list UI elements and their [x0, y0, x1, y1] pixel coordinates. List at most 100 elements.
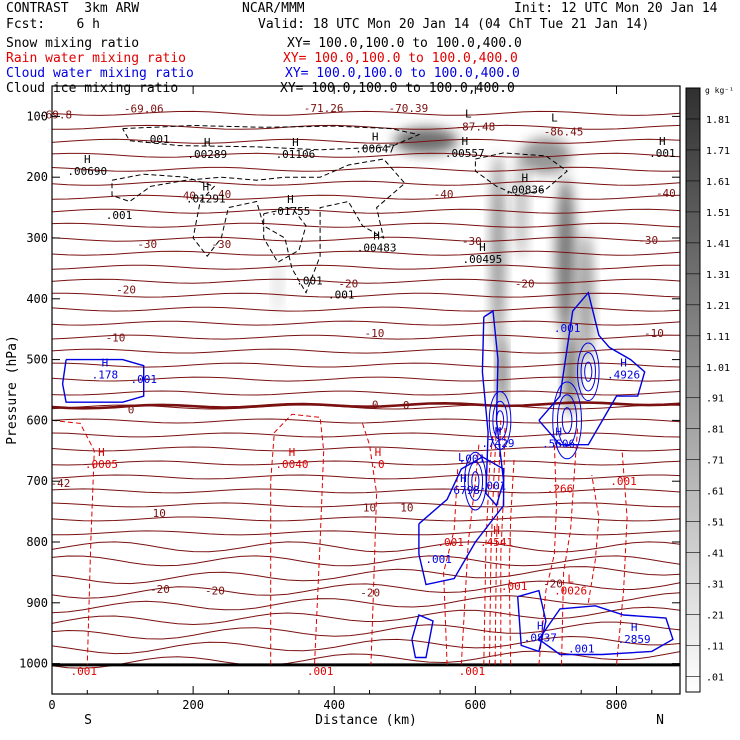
colorbar: 1.81 1.71 1.61 1.51 1.41 1.31 1.21 1.11 1.01 .91.… [685, 86, 734, 693]
cloud-water-extremum-value: .6798 [447, 484, 480, 497]
cloud-water-contour [481, 309, 505, 507]
rain-contour [362, 423, 378, 665]
temperature-label: -10 [644, 327, 664, 340]
temperature-contour [52, 180, 680, 186]
cloud-water-core-contour [561, 407, 573, 434]
temperature-contour [52, 264, 680, 270]
snow-extremum-marker: H [203, 180, 210, 193]
temperature-contour [52, 541, 680, 553]
temperature-contour [52, 278, 680, 284]
rain-extremum-marker: H [98, 446, 105, 459]
snow-shade-plume [579, 231, 594, 366]
colorbar-label: .61 [706, 487, 724, 498]
temperature-contour [52, 250, 680, 256]
temperature-label: 0 [372, 399, 379, 412]
cloud-water-core-contour [580, 352, 596, 392]
temperature-contour [52, 555, 680, 567]
temperature-label: -87.48 [455, 121, 495, 134]
rain-contour [52, 419, 95, 665]
rain-contour-label: .001 [307, 665, 334, 678]
colorbar-gradient [685, 87, 701, 693]
temperature-label: -20 [543, 577, 563, 590]
temperature-label: -40 [176, 189, 196, 202]
colorbar-label: .81 [706, 425, 724, 436]
temperature-label: -30 [211, 238, 231, 251]
x-tick-label: 400 [323, 698, 345, 712]
cloud-water-core-contour [467, 461, 484, 501]
rain-contour-label: .001 [459, 665, 486, 678]
snow-contour [474, 152, 568, 196]
snow-extremum-value: .00289 [187, 148, 227, 161]
cloud-water-core-contour [576, 342, 600, 402]
snow-contour-label: .001 [106, 209, 133, 222]
cloud-water-extremum-marker: H [495, 425, 502, 438]
temperature-label: -40 [434, 188, 454, 201]
snow-extremum-marker: L [551, 112, 558, 125]
rain-contour-label: .266 [547, 482, 574, 495]
snow-shading [273, 127, 594, 415]
snow-shade-plume [394, 127, 458, 155]
plot-frame [51, 85, 681, 695]
cloud-water-contour-label: .001 [130, 373, 157, 386]
rain-extremum-value: .0005 [85, 458, 118, 471]
field-cloudwater-xy: XY= 100.0,100.0 to 100.0,400.0 [285, 66, 520, 81]
cloud-water-core-contour [471, 471, 480, 492]
cloud-water-extremum-marker: H [537, 619, 544, 632]
temperature-contour [52, 292, 680, 298]
rain-contour [443, 468, 459, 665]
forecast-hour: Fcst: 6 h [6, 17, 100, 32]
temperature-label: 0 [128, 403, 135, 416]
temperature-label: -20 [515, 278, 535, 291]
rain-contour [494, 420, 502, 665]
cloud-water-core-contour [495, 410, 505, 431]
snow-extremum-marker: H [287, 193, 294, 206]
temperature-label: -86.45 [544, 126, 584, 139]
cloud-water-contour [418, 456, 505, 586]
init-time: Init: 12 UTC Mon 20 Jan 14 [514, 1, 718, 16]
temperature-label: -10 [106, 332, 126, 345]
cloud-water-extremum-value: .7429 [481, 437, 514, 450]
cloud-water-contour-label: .001 [425, 553, 452, 566]
snow-contour [111, 158, 406, 294]
temperature-contour [52, 474, 680, 480]
y-tick-label: 200 [26, 170, 48, 184]
cloud-water-contours [61, 291, 674, 659]
colorbar-label: 1.41 [706, 239, 730, 250]
rain-extremum-marker: H [375, 446, 382, 459]
colorbar-label: .31 [706, 580, 724, 591]
temperature-contour [52, 124, 680, 130]
y-tick-label: 100 [26, 109, 48, 123]
cloud-water-contour [538, 605, 674, 656]
temperature-contour [52, 635, 680, 655]
temperature-label: 10 [400, 501, 413, 514]
snow-extremum-marker: H [659, 135, 666, 148]
y-tick-label: 500 [26, 353, 48, 367]
rain-contour [508, 456, 515, 665]
field-snow-name: Snow mixing ratio [6, 36, 140, 51]
colorbar-label: .91 [706, 394, 724, 405]
cloud-water-core-contour [488, 391, 512, 450]
temperature-contour [52, 621, 680, 640]
temperature-label: 10 [153, 507, 166, 520]
temperature-label: -20 [150, 583, 170, 596]
rain-extremum-marker: H [493, 524, 500, 537]
field-cloudwater-name: Cloud water mixing ratio [6, 66, 194, 81]
snow-shade-plume [273, 259, 283, 315]
temperature-contour [52, 362, 680, 368]
snow-extremum-marker: H [372, 131, 379, 144]
rain-extremum-value: .0040 [275, 458, 308, 471]
cloud-water-core-contour [552, 381, 583, 460]
rain-contour-label: .001 [437, 536, 464, 549]
field-cloudice-name: Cloud ice mixing ratio [6, 81, 179, 96]
snow-extremum-marker: H [461, 135, 468, 148]
snow-extremum-value: .00557 [445, 147, 485, 160]
colorbar-label: 1.61 [706, 177, 730, 188]
x-tick-label: 0 [48, 698, 55, 712]
field-rain-xy: XY= 100.0,100.0 to 100.0,400.0 [283, 51, 518, 66]
snow-extremum-value: .00690 [67, 165, 107, 178]
snow-contour [122, 124, 421, 151]
temperature-label: -40 [211, 188, 231, 201]
cloud-water-extremum-marker: H [555, 425, 562, 438]
model-title: CONTRAST 3km ARW [6, 1, 140, 16]
